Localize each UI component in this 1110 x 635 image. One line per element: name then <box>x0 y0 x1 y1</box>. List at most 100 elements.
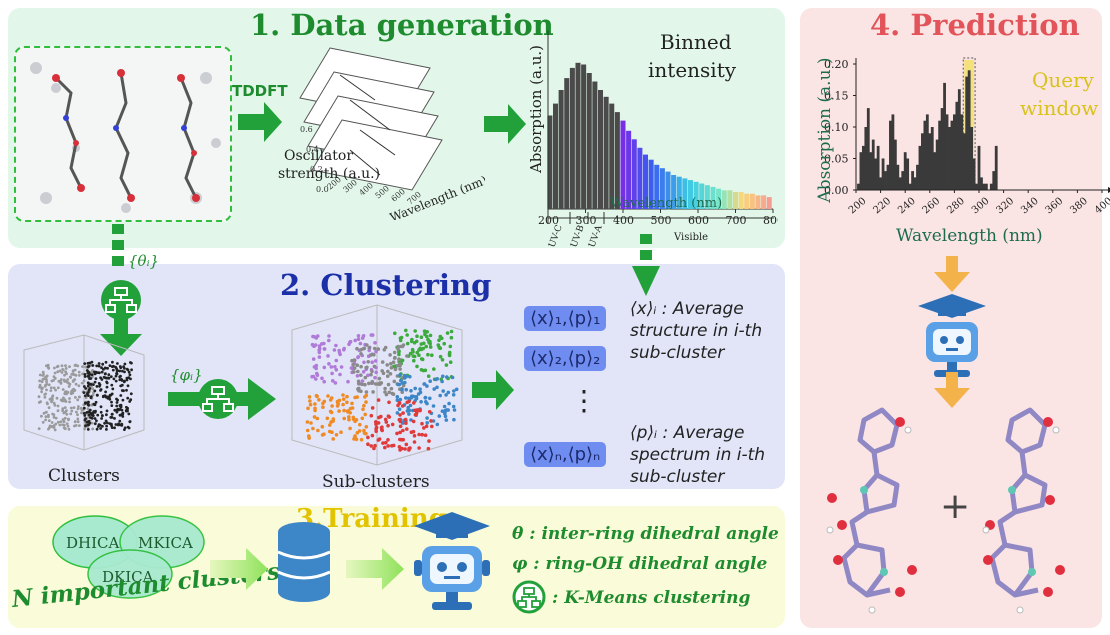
absorption-xlabel: Wavelength (nm) <box>610 196 723 211</box>
cluster-point <box>119 366 123 370</box>
subcluster-point <box>334 368 339 372</box>
cluster-point <box>47 413 50 417</box>
subcluster-point <box>438 354 443 359</box>
subcluster-point <box>341 393 345 397</box>
cluster-point <box>91 414 95 417</box>
prediction-bar <box>921 133 924 190</box>
absorption-bar <box>693 181 699 209</box>
subcluster-point <box>413 329 417 333</box>
subcluster-point <box>377 415 381 420</box>
subcluster-point <box>400 387 404 392</box>
subcluster-point <box>386 382 391 387</box>
legend-phi: φ : ring-OH dihedral angle <box>512 554 768 574</box>
subcluster-point <box>334 343 338 348</box>
subcluster-point <box>435 377 439 381</box>
cluster-point <box>89 411 93 415</box>
subcluster-point <box>432 367 436 371</box>
subcluster-point <box>346 379 350 384</box>
stack-ytick-06: 0.6 <box>300 125 313 134</box>
cluster-point <box>87 410 91 414</box>
band-uva: UV-A <box>587 224 604 249</box>
cluster-point <box>37 401 41 404</box>
cluster-point <box>116 398 119 402</box>
prediction-bar <box>955 101 959 190</box>
subcluster-point <box>384 440 388 445</box>
subcluster-point <box>440 336 444 341</box>
subcluster-point <box>437 338 441 342</box>
cluster-point <box>40 414 43 418</box>
cluster-point <box>110 416 114 419</box>
subcluster-point <box>365 343 369 347</box>
subcluster-point <box>373 341 377 345</box>
cluster-point <box>53 366 56 370</box>
prediction-xtick-label: 200 <box>847 196 869 217</box>
cluster-point <box>99 388 103 391</box>
subcluster-point <box>443 414 448 419</box>
subcluster-point <box>370 433 375 438</box>
subcluster-point <box>397 407 402 411</box>
subcluster-point <box>342 408 346 413</box>
prediction-bar <box>948 127 951 190</box>
subcluster-point <box>426 374 431 378</box>
cluster-point <box>123 379 126 383</box>
subcluster-point <box>442 341 446 346</box>
cluster-point <box>38 373 42 377</box>
cluster-point <box>110 383 114 387</box>
subcluster-point <box>345 394 349 399</box>
subcluster-point <box>370 379 375 384</box>
prediction-bar <box>889 120 892 190</box>
subcluster-point <box>451 404 456 409</box>
subcluster-point <box>331 437 335 441</box>
absorption-bar <box>586 73 592 209</box>
cluster-point <box>129 392 133 396</box>
subcluster-point <box>419 400 423 404</box>
subcluster-point <box>409 339 414 344</box>
cluster-point <box>107 376 111 380</box>
cluster-point <box>62 419 66 423</box>
cluster-point <box>118 378 122 382</box>
subcluster-point <box>367 381 371 386</box>
cluster-point <box>71 370 75 373</box>
cluster-point <box>103 366 107 370</box>
absorption-bar <box>564 78 570 209</box>
prediction-bar <box>891 114 895 190</box>
note-p-line2: spectrum in i-th <box>630 445 766 465</box>
subcluster-point <box>337 409 341 413</box>
prediction-bar <box>906 158 910 190</box>
subcluster-point <box>362 403 366 408</box>
subcluster-point <box>314 336 319 340</box>
cluster-point <box>40 390 43 394</box>
tddft-arrow <box>238 102 282 142</box>
prediction-xtick-label: 360 <box>1044 196 1066 217</box>
prediction-bar <box>970 127 974 190</box>
subcluster-point <box>452 389 456 393</box>
cluster-point <box>41 374 45 377</box>
cluster-point <box>46 402 49 406</box>
cluster-point <box>109 375 113 378</box>
cluster-point <box>118 419 122 423</box>
absorption-bar <box>721 190 727 209</box>
subcluster-point <box>444 363 449 367</box>
subcluster-point <box>314 377 318 381</box>
cluster-point <box>84 387 88 390</box>
absorption-bar <box>547 115 553 209</box>
cluster-point <box>87 420 91 423</box>
subcluster-point <box>364 431 368 436</box>
subcluster-point <box>341 402 345 407</box>
subcluster-point <box>419 342 424 346</box>
subcluster-point <box>316 428 320 433</box>
cluster-point <box>53 403 57 407</box>
cluster-point <box>79 406 83 410</box>
cluster-point <box>113 417 116 420</box>
subcluster-point <box>356 369 360 374</box>
prediction-bar <box>935 139 939 190</box>
note-p-line1: ⟨p⟩ᵢ : Average <box>630 423 745 443</box>
query-label-line1: Query <box>1032 68 1094 92</box>
prediction-ytick-label: 0.05 <box>824 153 849 166</box>
kmeans-arrow-down <box>100 280 142 356</box>
subcluster-point <box>333 381 338 385</box>
cluster-point <box>90 370 94 374</box>
cluster-point <box>112 377 116 381</box>
subcluster-point <box>328 423 332 427</box>
subcluster-point <box>392 350 397 355</box>
